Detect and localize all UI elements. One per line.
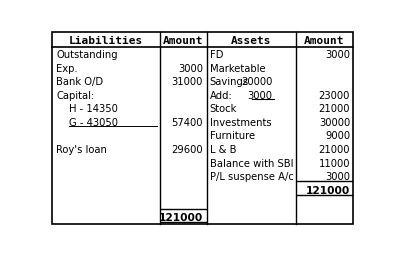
Text: 21000: 21000	[319, 104, 350, 114]
Text: 3000: 3000	[248, 90, 273, 100]
Text: Marketable: Marketable	[210, 64, 265, 73]
Text: H - 14350: H - 14350	[69, 104, 118, 114]
Text: Capital:: Capital:	[56, 90, 94, 100]
Text: 121000: 121000	[306, 185, 350, 195]
Text: 21000: 21000	[319, 145, 350, 154]
Text: 31000: 31000	[171, 77, 203, 87]
Text: Savings: Savings	[210, 77, 249, 87]
Text: Bank O/D: Bank O/D	[56, 77, 103, 87]
Text: Stock: Stock	[210, 104, 237, 114]
Text: 3000: 3000	[325, 50, 350, 60]
Text: FD: FD	[210, 50, 223, 60]
Text: Balance with SBI: Balance with SBI	[210, 158, 293, 168]
Text: P/L suspense A/c: P/L suspense A/c	[210, 171, 293, 181]
Text: Roy's loan: Roy's loan	[56, 145, 107, 154]
Text: Exp.: Exp.	[56, 64, 78, 73]
Text: Outstanding: Outstanding	[56, 50, 118, 60]
Text: Assets: Assets	[231, 36, 271, 45]
Text: G - 43050: G - 43050	[69, 117, 118, 128]
Text: Amount: Amount	[163, 36, 204, 45]
Text: Furniture: Furniture	[210, 131, 255, 141]
Text: 121000: 121000	[158, 212, 203, 222]
Text: 57400: 57400	[171, 117, 203, 128]
Text: Investments: Investments	[210, 117, 271, 128]
Text: 29600: 29600	[171, 145, 203, 154]
Text: 9000: 9000	[325, 131, 350, 141]
Text: 11000: 11000	[319, 158, 350, 168]
Text: 20000: 20000	[241, 77, 273, 87]
Text: Liabilities: Liabilities	[69, 36, 143, 45]
Text: 30000: 30000	[319, 117, 350, 128]
Text: Amount: Amount	[304, 36, 345, 45]
Text: Add:: Add:	[210, 90, 233, 100]
Text: 23000: 23000	[319, 90, 350, 100]
Text: 3000: 3000	[325, 171, 350, 181]
Text: 3000: 3000	[178, 64, 203, 73]
Text: L & B: L & B	[210, 145, 236, 154]
